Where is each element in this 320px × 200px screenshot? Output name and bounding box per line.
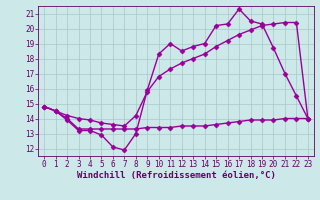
X-axis label: Windchill (Refroidissement éolien,°C): Windchill (Refroidissement éolien,°C) — [76, 171, 276, 180]
